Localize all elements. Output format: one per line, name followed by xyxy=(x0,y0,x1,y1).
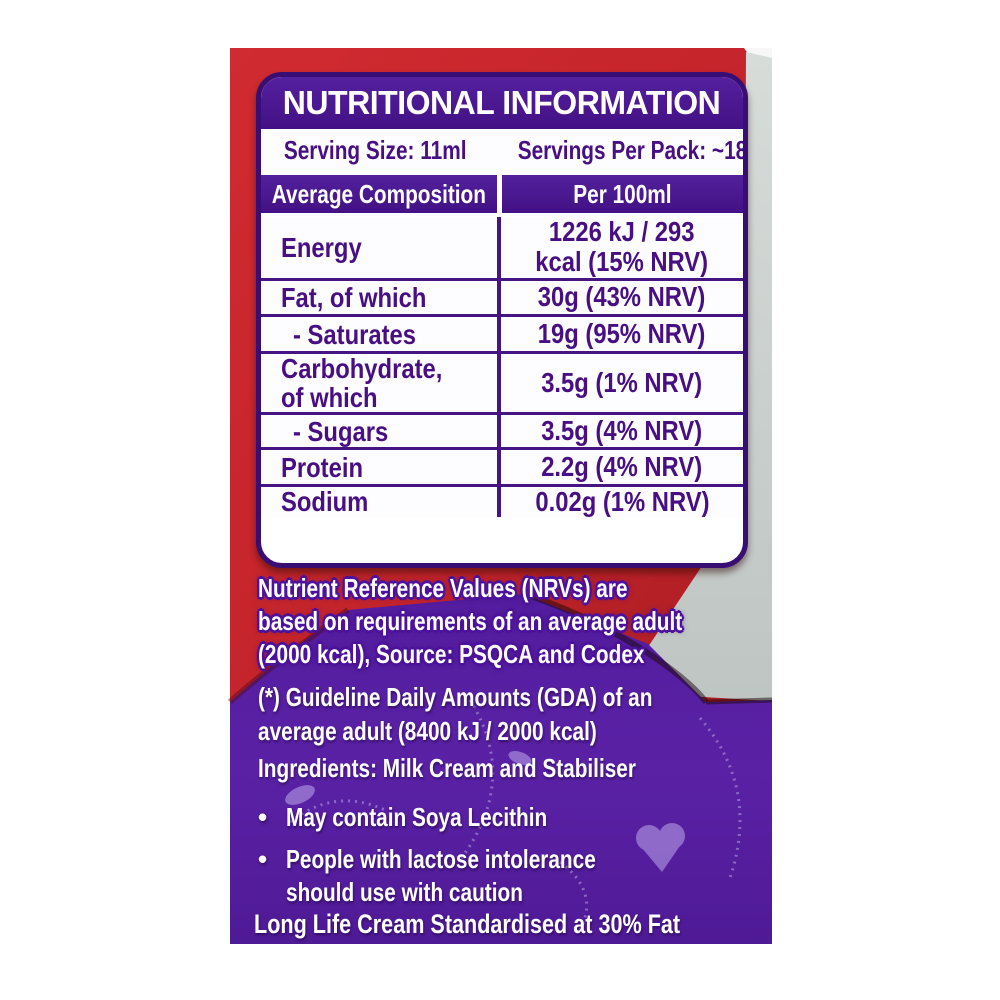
row-name: - Sugars xyxy=(293,415,389,447)
row-name: Energy xyxy=(281,231,362,263)
row-name: Fat, of which xyxy=(281,281,427,313)
purple-panel xyxy=(230,594,772,944)
ingredients-note: Ingredients: Milk Cream and Stabiliser xyxy=(258,753,636,783)
gda-note: (*) Guideline Daily Amounts (GDA) of an … xyxy=(258,682,653,746)
row-name: Carbohydrate, of which xyxy=(281,353,443,414)
serving-row: Serving Size: 11ml Servings Per Pack: ~1… xyxy=(261,129,743,171)
servings-per-pack: Servings Per Pack: ~18 xyxy=(518,134,748,165)
product-descriptor: Long Life Cream Standardised at 30% Fat xyxy=(254,909,681,939)
floral-leaf-shapes xyxy=(285,751,685,872)
bullet-item-lactose: • People with lactose intolerance should… xyxy=(258,844,596,907)
row-value: 3.5g (4% NRV) xyxy=(497,415,743,448)
table-body: Energy 1226 kJ / 293 kcal (15% NRV) Fat,… xyxy=(261,217,743,517)
table-row-sugars: - Sugars 3.5g (4% NRV) xyxy=(261,412,743,448)
table-header-row: Average Composition Per 100ml xyxy=(261,175,743,213)
table-row-saturates: - Saturates 19g (95% NRV) xyxy=(261,314,743,352)
nrv-note: Nutrient Reference Values (NRVs) are bas… xyxy=(258,573,683,669)
allergy-bullet-list: • May contain Soya Lecithin • People wit… xyxy=(258,801,673,918)
row-name: Sodium xyxy=(281,486,369,518)
row-value: 0.02g (1% NRV) xyxy=(497,486,743,517)
table-row-fat: Fat, of which 30g (43% NRV) xyxy=(261,277,743,315)
nutrition-title-text: NUTRITIONAL INFORMATION xyxy=(283,84,721,121)
table-row-energy: Energy 1226 kJ / 293 kcal (15% NRV) xyxy=(261,217,743,278)
table-row-carbohydrate: Carbohydrate, of which 3.5g (1% NRV) xyxy=(261,351,743,414)
row-value: 1226 kJ / 293 kcal (15% NRV) xyxy=(497,217,743,278)
table-row-sodium: Sodium 0.02g (1% NRV) xyxy=(261,483,743,518)
table-row-protein: Protein 2.2g (4% NRV) xyxy=(261,447,743,484)
panel-edge-shadow xyxy=(705,697,773,705)
panel-edge-shadow xyxy=(523,591,709,704)
bullet-icon: • xyxy=(258,844,268,874)
serving-size: Serving Size: 11ml xyxy=(283,134,467,165)
panel-edge-shadow xyxy=(227,607,350,705)
row-name: Protein xyxy=(281,451,363,483)
row-name: - Saturates xyxy=(293,318,417,350)
row-value: 2.2g (4% NRV) xyxy=(497,450,743,484)
nutrition-title: NUTRITIONAL INFORMATION xyxy=(261,77,743,129)
bullet-icon: • xyxy=(258,802,268,832)
nutrition-table-card: NUTRITIONAL INFORMATION Serving Size: 11… xyxy=(256,72,748,568)
column-header-composition: Average Composition xyxy=(261,175,497,213)
bullet-item-soya: • May contain Soya Lecithin xyxy=(258,802,548,832)
column-header-per-100ml: Per 100ml xyxy=(502,175,743,213)
row-value: 19g (95% NRV) xyxy=(497,317,743,352)
row-value: 3.5g (1% NRV) xyxy=(497,354,743,413)
row-value: 30g (43% NRV) xyxy=(497,280,743,315)
floral-pattern xyxy=(289,699,742,931)
